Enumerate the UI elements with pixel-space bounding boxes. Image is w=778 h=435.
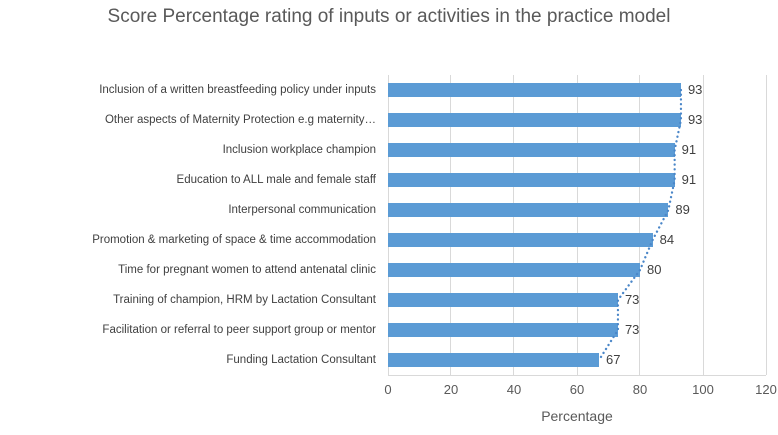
gridline bbox=[576, 75, 578, 375]
value-label: 91 bbox=[681, 142, 697, 157]
category-label: Interpersonal communication bbox=[228, 204, 376, 216]
x-axis-tick-label: 80 bbox=[632, 382, 648, 397]
value-label: 73 bbox=[624, 322, 640, 337]
x-axis-tick-label: 40 bbox=[506, 382, 522, 397]
x-axis-title: Percentage bbox=[541, 408, 613, 424]
value-label: 73 bbox=[624, 292, 640, 307]
bar bbox=[388, 323, 618, 337]
category-label: Funding Lactation Consultant bbox=[226, 354, 376, 366]
category-label: Education to ALL male and female staff bbox=[176, 174, 376, 186]
gridline bbox=[513, 75, 515, 375]
value-label: 91 bbox=[681, 172, 697, 187]
x-axis-tick-label: 120 bbox=[755, 382, 777, 397]
plot-area: 93 93 91 91 89 84 80 73 73 67 bbox=[387, 75, 767, 376]
bar bbox=[388, 263, 640, 277]
bar bbox=[388, 233, 653, 247]
bar bbox=[388, 83, 681, 97]
bar bbox=[388, 293, 618, 307]
category-label: Facilitation or referral to peer support… bbox=[102, 324, 376, 336]
bar bbox=[388, 173, 675, 187]
category-label: Other aspects of Maternity Protection e.… bbox=[104, 114, 376, 126]
value-label: 84 bbox=[659, 232, 675, 247]
gridline bbox=[450, 75, 452, 375]
gridline bbox=[765, 75, 767, 375]
value-label: 89 bbox=[675, 202, 690, 217]
value-label: 93 bbox=[687, 112, 703, 127]
category-label: Inclusion of a written breastfeeding pol… bbox=[99, 84, 376, 96]
chart-title: Score Percentage rating of inputs or act… bbox=[107, 6, 671, 27]
x-axis-tick-label: 100 bbox=[692, 382, 714, 397]
value-label: 93 bbox=[687, 82, 703, 97]
trendline bbox=[597, 88, 683, 362]
x-axis-tick-label: 20 bbox=[443, 382, 459, 397]
bar bbox=[388, 113, 681, 127]
gridline bbox=[387, 75, 389, 375]
category-label: Inclusion workplace champion bbox=[222, 144, 376, 156]
category-label: Training of champion, HRM by Lactation C… bbox=[113, 294, 376, 306]
x-axis-tick-label: 0 bbox=[384, 382, 392, 397]
bar bbox=[388, 143, 675, 157]
y-axis-category-labels: Inclusion of a written breastfeeding pol… bbox=[0, 75, 383, 375]
gridline bbox=[639, 75, 641, 375]
category-label: Promotion & marketing of space & time ac… bbox=[92, 234, 376, 246]
x-axis-tick-label: 60 bbox=[569, 382, 585, 397]
bar bbox=[388, 353, 600, 367]
gridline bbox=[702, 75, 704, 375]
value-label: 80 bbox=[647, 262, 662, 277]
value-label: 67 bbox=[606, 352, 621, 367]
category-label: Time for pregnant women to attend antena… bbox=[118, 264, 376, 276]
bar bbox=[388, 203, 669, 217]
x-axis-tick-labels: 0 20 40 60 80 100 120 bbox=[384, 382, 776, 400]
